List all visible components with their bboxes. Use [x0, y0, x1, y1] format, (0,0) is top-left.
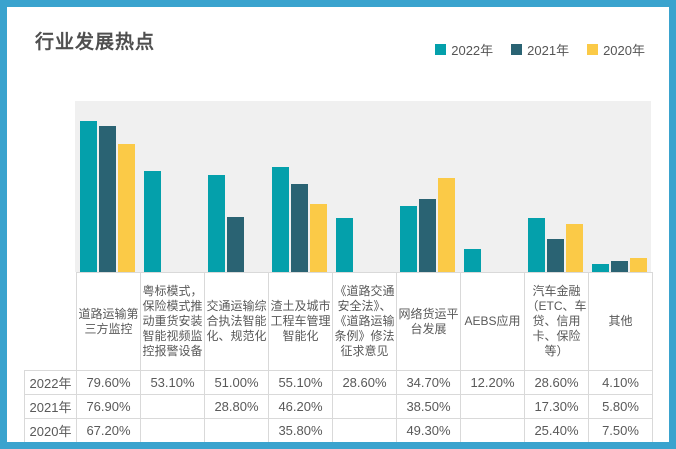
table-cell: 7.50%: [588, 418, 653, 442]
table-cell: 67.20%: [76, 418, 141, 442]
bar-group: [459, 101, 523, 272]
bar-2020-col6: [437, 178, 455, 272]
table-cell: 17.30%: [524, 394, 589, 419]
bar-2022-col3: [207, 175, 225, 272]
table-cell: 51.00%: [204, 370, 269, 395]
table-cell: 55.10%: [268, 370, 333, 395]
table-header-cell-6: 网络货运平台发展: [396, 272, 461, 371]
bar-chart-plot-area: [75, 101, 651, 272]
legend-item-2020: 2020年: [587, 40, 645, 59]
table-cell: [140, 418, 205, 442]
table-header-cell-2: 粤标模式，保险模式推动重货安装智能视频监控报警设备: [140, 272, 205, 371]
bar-2021-col6: [418, 199, 436, 272]
bar-group: [139, 101, 203, 272]
bar-2021-col9: [610, 261, 628, 272]
legend-swatch-icon: [435, 44, 447, 55]
table-cell: [460, 418, 525, 442]
table-header-cell-1: 道路运输第三方监控: [76, 272, 141, 371]
bar-2021-col3: [226, 217, 244, 272]
legend-swatch-icon: [511, 44, 523, 55]
table-cell: 4.10%: [588, 370, 653, 395]
bar-group: [203, 101, 267, 272]
table-cell: 5.80%: [588, 394, 653, 419]
bar-2021-col4: [290, 184, 308, 272]
table-cell: 28.80%: [204, 394, 269, 419]
table-cell: [460, 394, 525, 419]
table-cell: [332, 394, 397, 419]
table-header-cell-8: 汽车金融（ETC、车贷、信用卡、保险等）: [524, 272, 589, 371]
table-row-2020: 2020年 67.20% 35.80% 49.30% 25.40% 7.50%: [24, 418, 653, 442]
table-cell: 28.60%: [524, 370, 589, 395]
legend-label: 2022年: [451, 43, 494, 58]
bar-2022-col8: [527, 218, 545, 272]
bar-group: [75, 101, 139, 272]
bar-2021-col8: [546, 239, 564, 272]
bar-2022-col5: [335, 218, 353, 272]
table-header-cell-4: 渣土及城市工程车管理智能化: [268, 272, 333, 371]
bar-2021-col1: [98, 126, 116, 272]
bar-group: [331, 101, 395, 272]
table-cell: 38.50%: [396, 394, 461, 419]
bar-2022-col6: [399, 206, 417, 272]
table-head: 道路运输第三方监控 粤标模式，保险模式推动重货安装智能视频监控报警设备 交通运输综合…: [25, 272, 653, 371]
table-cell: 25.40%: [524, 418, 589, 442]
legend-label: 2021年: [527, 43, 570, 58]
table-header-cell-5: 《道路交通安全法》、《道路运输条例》修法征求意见: [332, 272, 397, 371]
bar-2020-col1: [117, 144, 135, 272]
bar-2022-col4: [271, 167, 289, 272]
table-header-row: 道路运输第三方监控 粤标模式，保险模式推动重货安装智能视频监控报警设备 交通运输综合…: [25, 272, 653, 371]
table-cell: 76.90%: [76, 394, 141, 419]
bar-group: [395, 101, 459, 272]
bar-group: [523, 101, 587, 272]
bar-2022-col9: [591, 264, 609, 272]
table-header-cell-3: 交通运输综合执法智能化、规范化: [204, 272, 269, 371]
legend-item-2021: 2021年: [511, 40, 569, 59]
table-cell: [140, 394, 205, 419]
table-header-cell-9: 其他: [588, 272, 653, 371]
table-cell: 34.70%: [396, 370, 461, 395]
bar-2022-col1: [79, 121, 97, 272]
row-label: 2020年: [24, 418, 77, 442]
table-body: 2022年 79.60% 53.10% 51.00% 55.10% 28.60% 34.70…: [24, 370, 653, 442]
table-header-cell-7: AEBS应用: [460, 272, 525, 371]
bar-2020-col9: [629, 258, 647, 272]
table-cell: 12.20%: [460, 370, 525, 395]
table-cell: 35.80%: [268, 418, 333, 442]
table-cell: 46.20%: [268, 394, 333, 419]
row-label: 2021年: [24, 394, 77, 419]
table-cell: 79.60%: [76, 370, 141, 395]
row-label: 2022年: [24, 370, 77, 395]
bar-2020-col8: [565, 224, 583, 272]
legend-label: 2020年: [603, 43, 645, 58]
table-cell: 28.60%: [332, 370, 397, 395]
table-corner-cell: [25, 273, 77, 371]
bar-group: [587, 101, 651, 272]
table-row-2022: 2022年 79.60% 53.10% 51.00% 55.10% 28.60% 34.70…: [24, 370, 653, 395]
table-row-2021: 2021年 76.90% 28.80% 46.20% 38.50% 17.30% 5.80%: [24, 394, 653, 419]
bar-2022-col7: [463, 249, 481, 272]
table-cell: 53.10%: [140, 370, 205, 395]
legend-item-2022: 2022年: [435, 40, 493, 59]
bar-2022-col2: [143, 171, 161, 272]
bar-group: [267, 101, 331, 272]
page-title: 行业发展热点: [35, 32, 156, 53]
table-cell: 49.30%: [396, 418, 461, 442]
legend-swatch-icon: [587, 44, 599, 55]
table-cell: [204, 418, 269, 442]
legend: 2022年 2021年 2020年: [435, 40, 645, 59]
table-cell: [332, 418, 397, 442]
chart-data-table: 道路运输第三方监控 粤标模式，保险模式推动重货安装智能视频监控报警设备 交通运输综合…: [24, 272, 653, 442]
bar-2020-col4: [309, 204, 327, 272]
